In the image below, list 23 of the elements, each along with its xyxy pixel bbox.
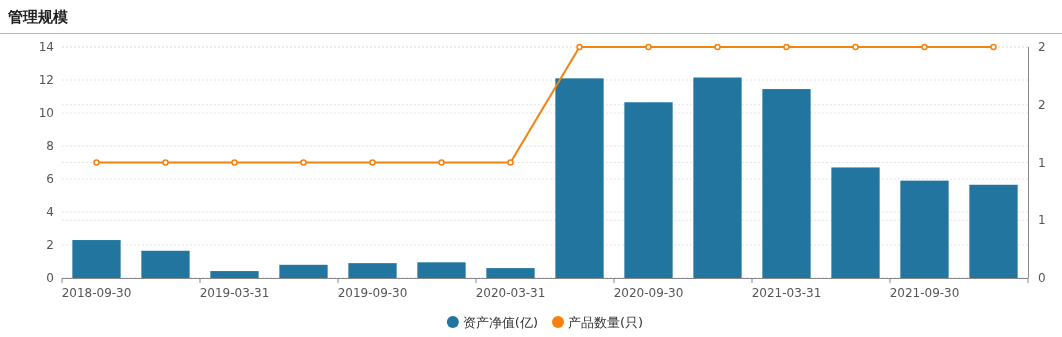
y-tick-label: 12 bbox=[38, 73, 54, 87]
x-tick-label: 2019-03-31 bbox=[199, 286, 270, 300]
x-tick-label: 2021-09-30 bbox=[889, 286, 960, 300]
y2-tick-label: 0 bbox=[1038, 271, 1046, 285]
y2-tick-label: 1 bbox=[1038, 155, 1046, 170]
y-tick-label: 0 bbox=[46, 271, 54, 285]
y-tick-label: 2 bbox=[46, 238, 54, 252]
x-tick-label: 2021-03-31 bbox=[751, 286, 822, 300]
y-tick-label: 14 bbox=[38, 40, 54, 54]
y-tick-label: 6 bbox=[46, 172, 54, 186]
y2-tick-label: 2 bbox=[1038, 40, 1046, 54]
x-tick-label: 2020-03-31 bbox=[475, 286, 546, 300]
y-tick-label: 10 bbox=[38, 106, 54, 120]
x-tick-label: 2019-09-30 bbox=[337, 286, 408, 300]
chart-title: 管理规模 bbox=[7, 8, 69, 26]
y-tick-label: 4 bbox=[46, 205, 54, 219]
y2-tick-label: 2 bbox=[1038, 97, 1046, 112]
legend-label: 资产净值(亿) bbox=[462, 315, 538, 330]
x-tick-label: 2020-09-30 bbox=[613, 286, 684, 300]
x-tick-label: 2018-09-30 bbox=[61, 286, 132, 300]
legend-label: 产品数量(只) bbox=[568, 315, 644, 330]
y-tick-label: 8 bbox=[46, 139, 54, 153]
y2-tick-label: 1 bbox=[1038, 213, 1046, 228]
